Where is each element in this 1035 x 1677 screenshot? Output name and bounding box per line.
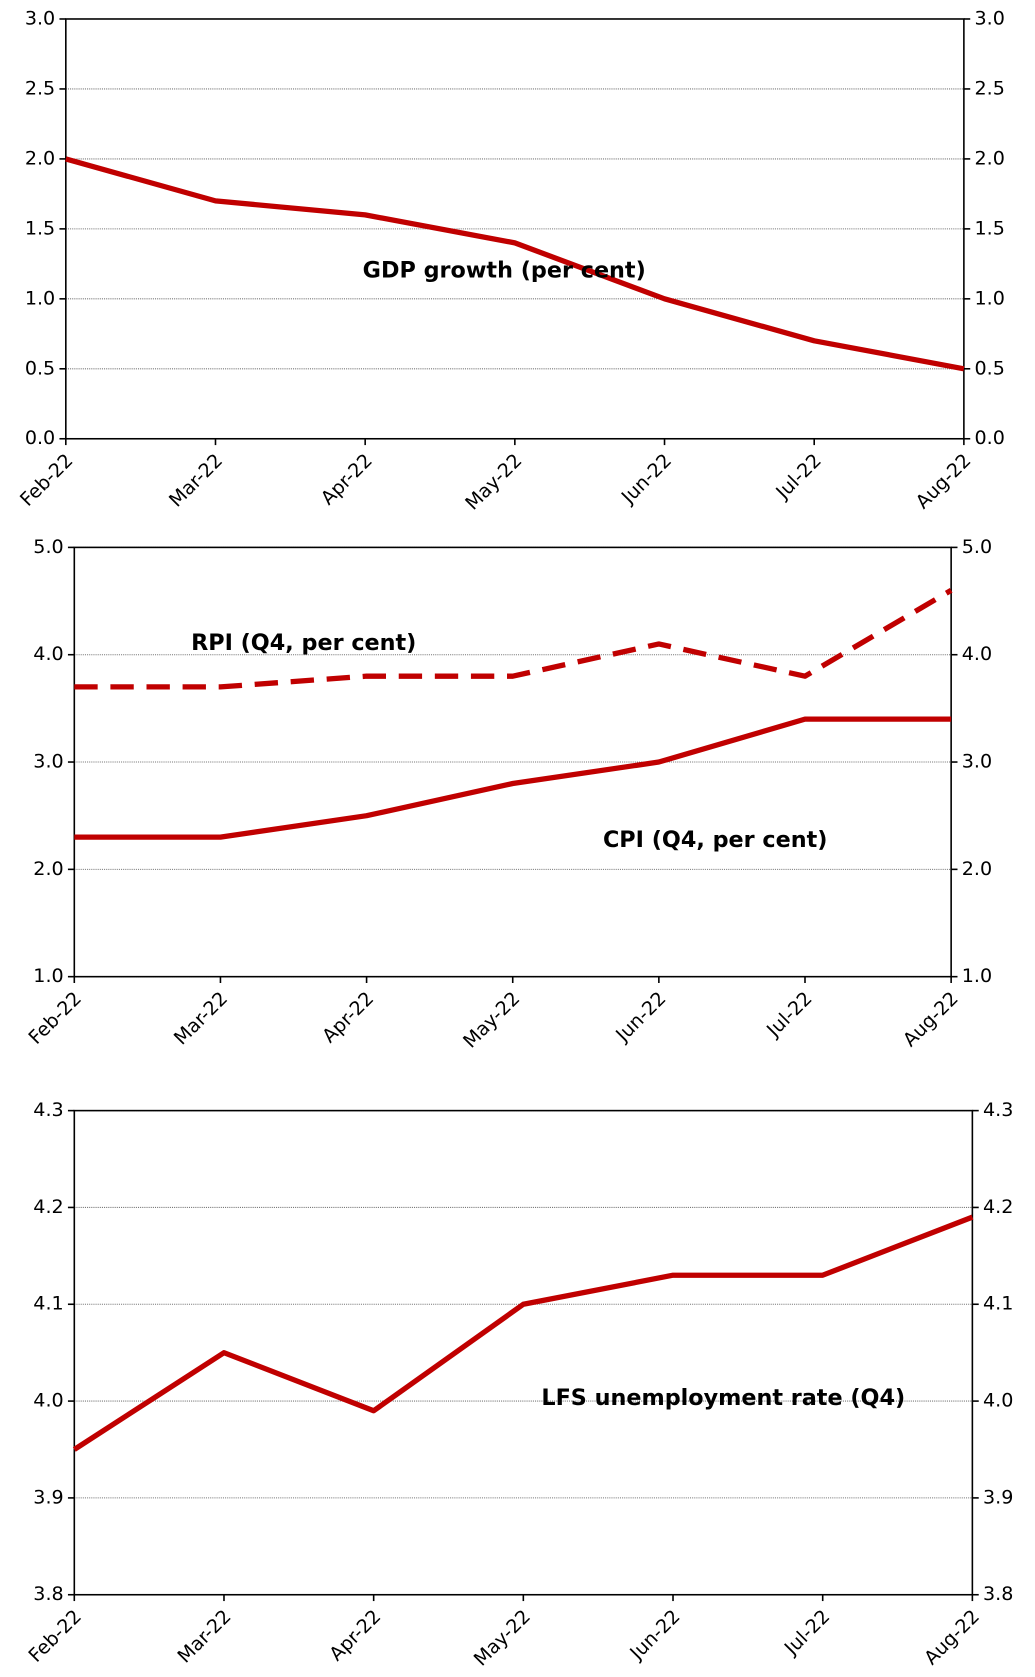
- y-tick-label: 2.0: [33, 858, 63, 880]
- x-tick-label: Apr-22: [317, 450, 377, 510]
- x-tick-label: Feb-22: [24, 1606, 86, 1667]
- y2-tick-label: 4.3: [983, 1099, 1013, 1121]
- x-tick-label: Aug-22: [920, 1606, 984, 1670]
- y-tick-label: 3.0: [33, 751, 63, 773]
- x-tick-label: Jun-22: [625, 1606, 684, 1665]
- y-tick-label: 4.1: [33, 1293, 63, 1315]
- x-tick-label: Aug-22: [899, 988, 963, 1052]
- y2-tick-label: 4.0: [983, 1390, 1013, 1412]
- x-tick-label: Feb-22: [24, 988, 86, 1049]
- x-tick-label: Mar-22: [173, 1606, 235, 1668]
- y-tick-label: 1.0: [25, 287, 55, 309]
- y2-tick-label: 4.2: [983, 1196, 1013, 1218]
- y-tick-label: 2.5: [25, 77, 55, 99]
- y-tick-label: 4.0: [33, 1390, 63, 1412]
- series-line: [74, 716, 952, 840]
- y-tick-label: 3.9: [33, 1486, 63, 1508]
- y2-tick-label: 4.1: [983, 1293, 1013, 1315]
- y-tick-label: 3.8: [33, 1583, 63, 1605]
- x-tick-label: Jun-22: [617, 450, 676, 509]
- y-tick-label: 5.0: [33, 536, 63, 558]
- x-tick-label: May-22: [470, 1606, 535, 1671]
- y2-tick-label: 3.0: [974, 8, 1004, 30]
- series-label: RPI (Q4, per cent): [191, 630, 416, 656]
- x-tick-label: Aug-22: [912, 450, 976, 514]
- y2-tick-label: 2.5: [974, 77, 1004, 99]
- series-label: LFS unemployment rate (Q4): [541, 1385, 905, 1411]
- x-tick-label: May-22: [459, 988, 524, 1053]
- y-tick-label: 4.3: [33, 1099, 63, 1121]
- x-tick-label: Jul-22: [771, 450, 826, 504]
- x-tick-label: Feb-22: [16, 450, 78, 511]
- y-tick-label: 3.0: [25, 8, 55, 30]
- series-line: [65, 156, 965, 372]
- series-line: [74, 588, 953, 690]
- x-tick-label: Apr-22: [318, 988, 378, 1048]
- y-tick-label: 2.0: [25, 147, 55, 169]
- x-tick-label: Mar-22: [165, 450, 227, 512]
- y2-tick-label: 5.0: [962, 536, 992, 558]
- x-tick-label: Jul-22: [780, 1606, 835, 1660]
- y2-tick-label: 3.8: [983, 1583, 1013, 1605]
- y2-tick-label: 2.0: [962, 858, 992, 880]
- y2-tick-label: 1.5: [974, 217, 1004, 239]
- y-tick-label: 4.0: [33, 643, 63, 665]
- x-tick-label: Apr-22: [325, 1606, 385, 1666]
- x-tick-label: May-22: [461, 450, 526, 515]
- y-tick-label: 1.5: [25, 217, 55, 239]
- x-tick-label: Jul-22: [762, 988, 817, 1042]
- y-tick-label: 0.0: [25, 427, 55, 449]
- y2-tick-label: 0.5: [974, 357, 1004, 379]
- series-label: GDP growth (per cent): [363, 258, 646, 284]
- y-tick-label: 1.0: [33, 965, 63, 987]
- y2-tick-label: 4.0: [962, 643, 992, 665]
- y-tick-label: 0.5: [25, 357, 55, 379]
- plot-frame: [73, 1109, 974, 1596]
- series-line: [72, 1214, 974, 1452]
- y2-tick-label: 3.0: [962, 751, 992, 773]
- series-label: CPI (Q4, per cent): [603, 827, 828, 853]
- y2-tick-label: 2.0: [974, 147, 1004, 169]
- y2-tick-label: 1.0: [962, 965, 992, 987]
- y2-tick-label: 1.0: [974, 287, 1004, 309]
- x-tick-label: Jun-22: [611, 988, 670, 1047]
- y2-tick-label: 3.9: [983, 1486, 1013, 1508]
- y2-tick-label: 0.0: [974, 427, 1004, 449]
- y-tick-label: 4.2: [33, 1196, 63, 1218]
- x-tick-label: Mar-22: [170, 988, 232, 1050]
